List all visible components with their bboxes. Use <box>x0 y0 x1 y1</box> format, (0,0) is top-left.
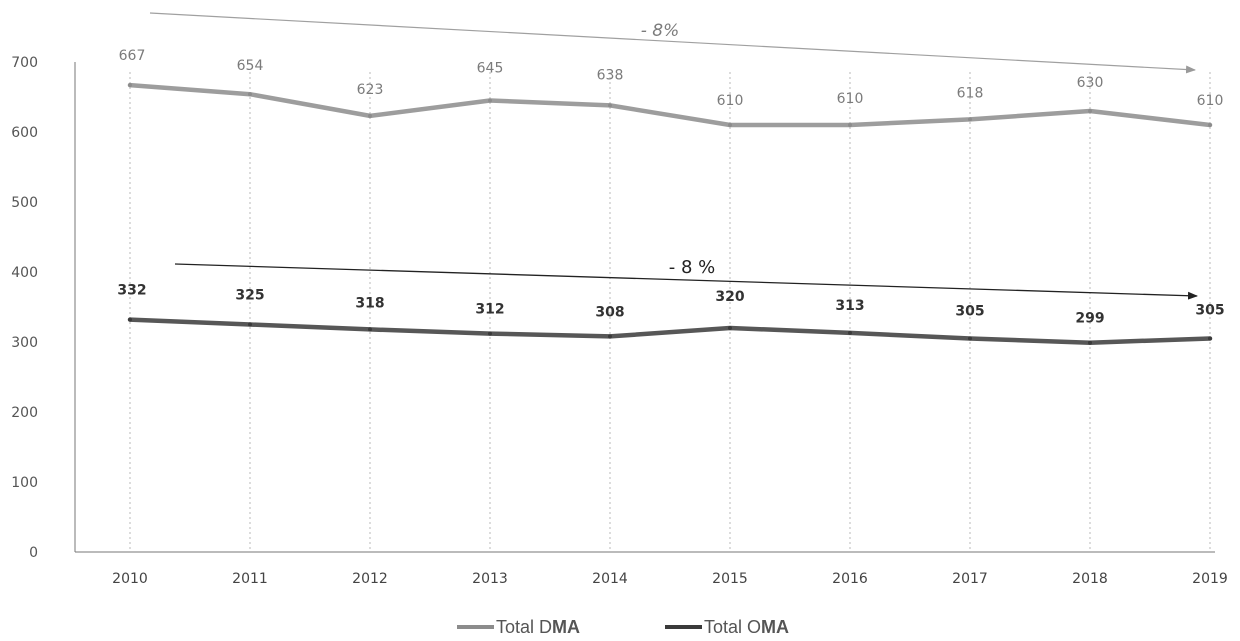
axes: 0 100 200 300 400 500 600 700 2010 2011 2012 2013 20… <box>11 55 1228 587</box>
y-tick-label-100: 100 <box>11 475 38 491</box>
y-tick-label-500: 500 <box>11 195 38 211</box>
x-tick-label-2014: 2014 <box>592 571 628 587</box>
total-oma-label-2013: 312 <box>475 302 504 318</box>
total-oma-point-2013 <box>488 331 492 336</box>
total-oma-label-2017: 305 <box>955 304 984 320</box>
total-oma-label-2012: 318 <box>355 295 384 311</box>
total-dma-point-2010 <box>128 83 132 88</box>
dma-trend-arrow <box>149 12 1196 74</box>
y-tick-label-300: 300 <box>11 335 38 351</box>
x-tick-label-2016: 2016 <box>832 571 868 587</box>
total-oma-point-2011 <box>248 322 252 327</box>
total-dma-point-2016 <box>848 123 852 127</box>
x-tick-label-2017: 2017 <box>952 571 988 587</box>
total-oma-point-2016 <box>848 330 852 335</box>
dma-trend-label: - 8% <box>641 21 680 41</box>
y-tick-label-200: 200 <box>11 405 38 421</box>
series-layer <box>127 82 1213 345</box>
y-tick-label-400: 400 <box>11 265 38 281</box>
y-tick-label-700: 700 <box>11 55 38 71</box>
total-dma-point-2011 <box>248 92 252 97</box>
total-oma-label-2019: 305 <box>1195 303 1224 319</box>
oma-trend-arrow <box>174 263 1198 300</box>
data-labels: 667 654 623 645 638 610 610 618 630 610 332 325 318 3… <box>117 48 1224 327</box>
total-dma-line <box>127 82 1213 128</box>
vertical-gridlines <box>129 72 1211 552</box>
total-dma-point-2013 <box>488 98 492 103</box>
total-oma-point-2014 <box>608 334 612 339</box>
total-dma-label-2012: 623 <box>357 82 384 98</box>
x-tick-label-2012: 2012 <box>352 571 388 587</box>
total-oma-label-2016: 313 <box>835 298 864 314</box>
total-oma-line <box>127 317 1213 345</box>
total-dma-label-2016: 610 <box>837 91 864 107</box>
total-oma-point-2017 <box>968 336 972 341</box>
total-oma-point-2018 <box>1088 340 1092 345</box>
total-dma-point-2014 <box>608 103 612 108</box>
oma-trend-label: - 8 % <box>669 257 716 278</box>
total-dma-label-2019: 610 <box>1197 93 1224 109</box>
x-tick-label-2015: 2015 <box>712 571 748 587</box>
total-dma-legend-label: Total DMA <box>496 617 580 637</box>
total-oma-point-2019 <box>1208 336 1212 341</box>
total-oma-label-2014: 308 <box>595 304 624 320</box>
total-oma-label-2010: 332 <box>117 283 146 299</box>
x-tick-label-2011: 2011 <box>232 571 268 587</box>
x-tick-label-2010: 2010 <box>112 571 148 587</box>
total-dma-point-2019 <box>1208 123 1212 127</box>
total-dma-point-2012 <box>368 113 372 118</box>
total-oma-point-2015 <box>728 326 732 330</box>
total-dma-label-2011: 654 <box>237 58 264 74</box>
total-oma-point-2012 <box>368 327 372 332</box>
trend-annotations: - 8% - 8 % <box>149 12 1198 300</box>
total-dma-label-2014: 638 <box>597 67 624 83</box>
total-dma-label-2018: 630 <box>1077 75 1104 91</box>
total-oma-label-2015: 320 <box>715 289 744 305</box>
total-oma-label-2011: 325 <box>235 288 264 304</box>
total-dma-label-2015: 610 <box>717 93 744 109</box>
y-tick-label-0: 0 <box>29 545 38 561</box>
legend: Total DMA Total OMA <box>457 617 789 637</box>
total-dma-label-2013: 645 <box>477 61 504 77</box>
y-tick-label-600: 600 <box>11 125 38 141</box>
total-oma-point-2010 <box>128 317 132 322</box>
x-tick-label-2013: 2013 <box>472 571 508 587</box>
total-oma-legend-label: Total OMA <box>704 617 789 637</box>
total-dma-point-2017 <box>968 117 972 122</box>
total-dma-point-2018 <box>1088 109 1092 113</box>
total-dma-label-2017: 618 <box>957 85 984 101</box>
total-oma-label-2018: 299 <box>1075 311 1104 327</box>
total-dma-point-2015 <box>728 123 732 127</box>
total-dma-label-2010: 667 <box>119 48 146 64</box>
x-tick-label-2018: 2018 <box>1072 571 1108 587</box>
x-tick-label-2019: 2019 <box>1192 571 1228 587</box>
